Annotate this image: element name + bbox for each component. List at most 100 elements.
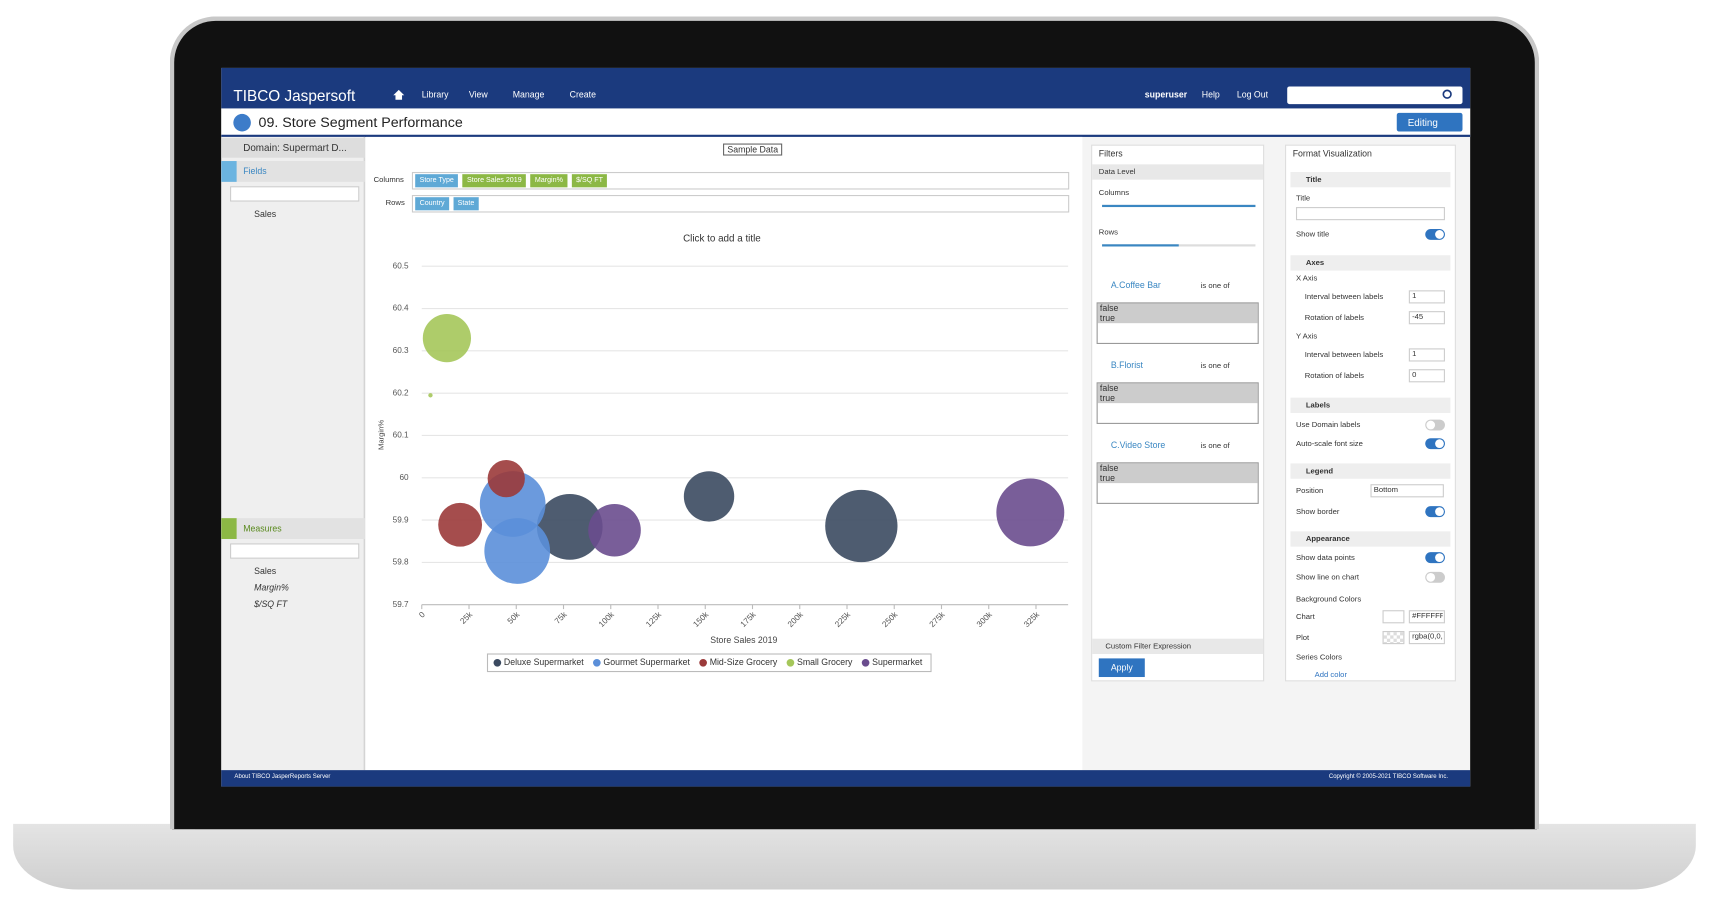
setting-label: Background Colors bbox=[1295, 595, 1362, 604]
filter-operator[interactable]: is one of bbox=[1200, 282, 1230, 291]
value-input[interactable] bbox=[1408, 348, 1445, 362]
measures-search[interactable] bbox=[230, 543, 360, 559]
toggle-knob bbox=[1435, 507, 1444, 516]
filter-selected bbox=[1097, 463, 1258, 484]
bubble bbox=[428, 393, 433, 398]
value-input[interactable] bbox=[1408, 290, 1445, 304]
setting-label: Show title bbox=[1295, 231, 1330, 239]
nav-item[interactable]: Manage bbox=[512, 89, 545, 100]
filter-operator[interactable]: is one of bbox=[1200, 442, 1230, 451]
x-tick-label: 150k bbox=[691, 609, 711, 629]
apply-button[interactable] bbox=[1098, 658, 1145, 678]
setting-label: Interval between labels bbox=[1304, 293, 1384, 302]
header-link[interactable]: Log Out bbox=[1236, 89, 1269, 100]
y-tick-label: 60.4 bbox=[393, 304, 409, 313]
section-heading: Labels bbox=[1305, 402, 1331, 410]
y-tick-label: 60.5 bbox=[393, 261, 409, 270]
filter-option[interactable]: true bbox=[1099, 313, 1115, 324]
filter-name[interactable]: B.Florist bbox=[1110, 360, 1143, 371]
domain-name: Domain: Supermart D... bbox=[243, 142, 347, 154]
field-pill[interactable]: $/SQ FT bbox=[571, 174, 608, 188]
filter-name[interactable]: A.Coffee Bar bbox=[1110, 280, 1161, 291]
x-tick-label: 225k bbox=[833, 609, 853, 629]
x-tick-label: 100k bbox=[597, 609, 617, 629]
user-name: superuser bbox=[1144, 89, 1188, 100]
value-input[interactable] bbox=[1370, 484, 1444, 498]
domain-row bbox=[221, 138, 365, 158]
x-tick-label: 250k bbox=[880, 609, 900, 629]
footer-link[interactable]: About TIBCO JasperReports Server bbox=[234, 773, 331, 780]
field-pill[interactable]: Margin% bbox=[530, 174, 568, 188]
legend-label: Deluxe Supermarket bbox=[504, 657, 584, 667]
text-input[interactable] bbox=[1295, 207, 1445, 221]
filter-option[interactable]: true bbox=[1099, 393, 1115, 404]
x-tick-label: 50k bbox=[506, 609, 522, 625]
nav-item[interactable]: Create bbox=[569, 89, 596, 100]
legend-marker bbox=[861, 658, 870, 667]
legend-marker bbox=[699, 658, 707, 667]
section-label: Fields bbox=[243, 166, 267, 177]
legend-label: Gourmet Supermarket bbox=[603, 657, 690, 667]
toggle-knob bbox=[1426, 572, 1436, 582]
y-tick-label: 59.8 bbox=[393, 558, 409, 567]
section-heading: Axes bbox=[1305, 259, 1325, 268]
field-pill[interactable]: Store Type bbox=[415, 174, 459, 188]
custom-filter: Custom Filter Expression bbox=[1105, 643, 1192, 651]
filter-option[interactable]: true bbox=[1099, 473, 1115, 484]
tree-item: Sales bbox=[254, 566, 277, 577]
nav-item[interactable]: View bbox=[468, 89, 488, 100]
value-input[interactable] bbox=[1408, 369, 1445, 383]
fields-search[interactable] bbox=[230, 186, 360, 202]
setting-label[interactable]: Add color bbox=[1314, 671, 1348, 680]
nav-item[interactable]: Library bbox=[421, 89, 449, 100]
edit-button-label[interactable]: Editing bbox=[1407, 117, 1438, 129]
header-bar bbox=[221, 67, 1471, 109]
y-axis-title: Margin% bbox=[376, 420, 385, 450]
field-pill[interactable]: Country bbox=[415, 197, 449, 211]
setting-label: Interval between labels bbox=[1304, 351, 1384, 360]
search-box bbox=[1287, 86, 1463, 105]
edit-button[interactable] bbox=[1396, 112, 1463, 132]
field-pill[interactable]: Store Sales 2019 bbox=[462, 174, 527, 188]
setting-label: Show border bbox=[1295, 508, 1340, 516]
toggle[interactable] bbox=[1425, 419, 1445, 431]
data-level-bar bbox=[1092, 164, 1264, 180]
tree-item: $/SQ FT bbox=[254, 599, 288, 610]
custom-bar bbox=[1092, 638, 1264, 655]
value-input[interactable] bbox=[1408, 311, 1445, 325]
filter-option[interactable]: false bbox=[1099, 303, 1119, 314]
filter-option[interactable]: false bbox=[1099, 383, 1119, 394]
setting-value[interactable]: #FFFFFF bbox=[1412, 612, 1443, 621]
bubble bbox=[825, 489, 898, 563]
value-input[interactable] bbox=[1408, 610, 1445, 624]
header-link[interactable]: Help bbox=[1201, 89, 1220, 100]
setting-label: Position bbox=[1295, 487, 1324, 496]
setting-value[interactable]: -45 bbox=[1412, 313, 1424, 321]
setting-value[interactable]: Bottom bbox=[1373, 486, 1399, 495]
filter-option[interactable]: false bbox=[1099, 463, 1119, 474]
toggle[interactable] bbox=[1425, 571, 1445, 583]
setting-value[interactable]: 1 bbox=[1412, 350, 1417, 359]
filter-operator[interactable]: is one of bbox=[1200, 362, 1230, 371]
legend-label: Mid-Size Grocery bbox=[710, 657, 778, 667]
tree-item: Margin% bbox=[254, 582, 289, 593]
setting-value[interactable]: rgba(0,0,0,0) bbox=[1412, 633, 1443, 641]
setting-label: Chart bbox=[1295, 613, 1315, 622]
setting-label: Show data points bbox=[1295, 554, 1355, 562]
pill-row: Country State bbox=[415, 197, 1061, 211]
setting-value[interactable]: 0 bbox=[1412, 371, 1417, 380]
apply-label[interactable]: Apply bbox=[1110, 662, 1133, 673]
setting-label: Rotation of labels bbox=[1304, 372, 1365, 381]
filter-name[interactable]: C.Video Store bbox=[1110, 440, 1166, 451]
color-swatch bbox=[1382, 631, 1405, 645]
search-icon bbox=[1442, 89, 1452, 99]
field-pill[interactable]: State bbox=[453, 197, 479, 211]
data-selector[interactable]: Sample Data bbox=[723, 143, 783, 156]
setting-value[interactable]: 1 bbox=[1412, 292, 1417, 301]
bubble bbox=[996, 478, 1065, 547]
panel-title: Format Visualization bbox=[1292, 148, 1372, 159]
value-input[interactable] bbox=[1408, 631, 1445, 645]
footer-bar bbox=[221, 770, 1471, 787]
report-title: 09. Store Segment Performance bbox=[258, 113, 463, 131]
